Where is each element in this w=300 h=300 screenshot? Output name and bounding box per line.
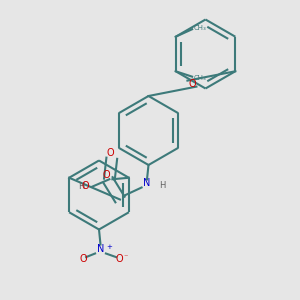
- Text: H: H: [160, 182, 166, 190]
- Text: N: N: [97, 244, 104, 254]
- Text: O: O: [82, 181, 89, 191]
- Text: CH₃: CH₃: [194, 26, 206, 32]
- Text: H: H: [78, 182, 85, 191]
- Text: +: +: [106, 244, 112, 250]
- Text: CH₃: CH₃: [194, 74, 206, 80]
- Text: O: O: [79, 254, 87, 265]
- Text: O: O: [103, 169, 110, 180]
- Text: O: O: [106, 148, 114, 158]
- Text: O: O: [115, 254, 123, 265]
- Text: O: O: [188, 79, 196, 88]
- Text: ⁻: ⁻: [124, 253, 128, 262]
- Text: N: N: [143, 178, 151, 188]
